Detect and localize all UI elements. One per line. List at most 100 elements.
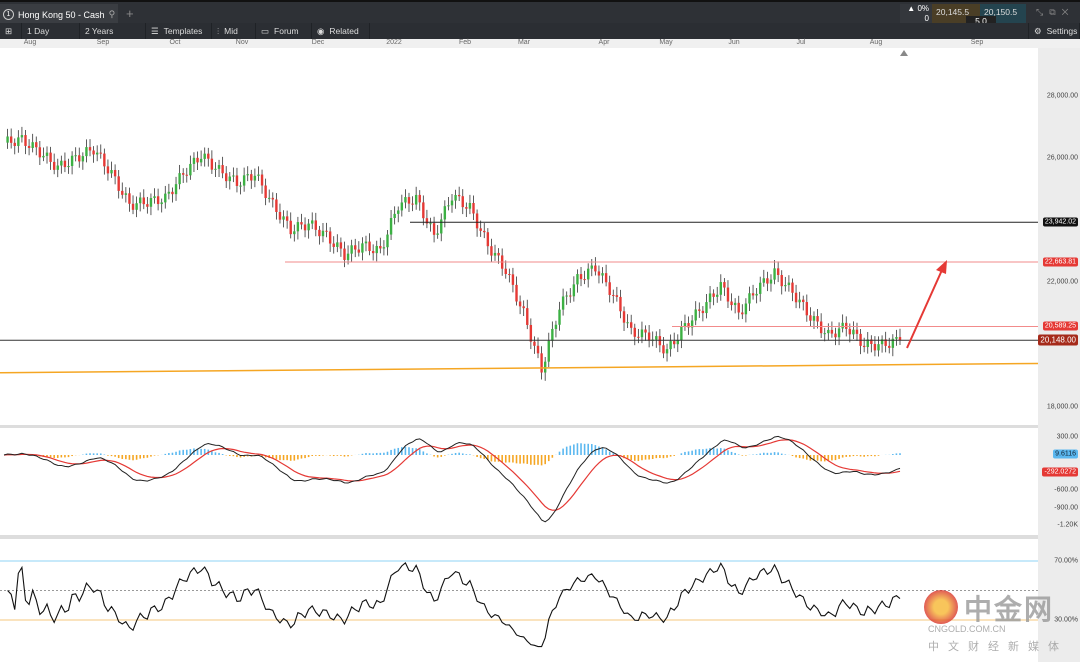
price-axis[interactable] bbox=[1038, 48, 1080, 662]
macd-histogram-bar bbox=[426, 453, 428, 455]
related-button[interactable]: ◉ Related bbox=[312, 23, 370, 39]
macd-histogram-bar bbox=[558, 451, 561, 455]
rsi-line bbox=[7, 562, 901, 648]
macd-histogram-bar bbox=[648, 455, 650, 460]
macd-histogram-bar bbox=[92, 453, 95, 455]
price-type-button[interactable]: ⫶ Mid bbox=[212, 23, 256, 39]
candle-body bbox=[393, 213, 396, 219]
macd-histogram-bar bbox=[791, 455, 794, 457]
candle-body bbox=[486, 232, 490, 247]
candle-body bbox=[612, 294, 615, 296]
date-tick: Sep bbox=[970, 39, 984, 46]
candle-body bbox=[171, 191, 174, 195]
candle-body bbox=[698, 309, 701, 311]
macd-histogram-bar bbox=[53, 455, 55, 458]
candle-body bbox=[293, 231, 296, 235]
templates-button[interactable]: ☰ Templates bbox=[146, 23, 212, 39]
candle-body bbox=[730, 301, 733, 306]
macd-histogram-bar bbox=[895, 453, 898, 455]
chart-toolbar: ⊞ 1 Day 2 Years ☰ Templates ⫶ Mid ▭ Forum ◉… bbox=[0, 23, 1080, 39]
candle-body bbox=[454, 194, 457, 201]
interval-select[interactable]: 1 Day bbox=[22, 23, 80, 39]
macd-histogram-bar bbox=[479, 455, 482, 459]
macd-histogram-bar bbox=[702, 449, 704, 455]
candle-body bbox=[540, 353, 543, 373]
candle-body bbox=[379, 245, 382, 249]
macd-value-tag: -292.0272 bbox=[1042, 467, 1078, 477]
macd-histogram-bar bbox=[85, 453, 88, 455]
macd-histogram-bar bbox=[114, 455, 116, 457]
candle-body bbox=[52, 161, 56, 170]
macd-histogram-bar bbox=[329, 455, 331, 456]
candle-body bbox=[565, 295, 568, 297]
macd-histogram-bar bbox=[813, 455, 815, 461]
macd-histogram-bar bbox=[659, 455, 661, 458]
macd-histogram-bar bbox=[454, 452, 457, 455]
macd-histogram-bar bbox=[436, 455, 439, 458]
macd-histogram-bar bbox=[834, 455, 837, 461]
candle-body bbox=[422, 202, 425, 219]
macd-histogram-bar bbox=[228, 455, 231, 456]
forum-button[interactable]: ▭ Forum bbox=[256, 23, 312, 39]
price-level-tag: 22,663.81 bbox=[1042, 257, 1078, 267]
candle-body bbox=[447, 205, 450, 207]
macd-histogram-bar bbox=[185, 449, 188, 455]
candle-body bbox=[182, 173, 185, 175]
macd-histogram-bar bbox=[211, 451, 213, 455]
macd-histogram-bar bbox=[780, 453, 783, 455]
macd-histogram-bar bbox=[863, 455, 865, 457]
macd-histogram-bar bbox=[315, 455, 317, 456]
candle-body bbox=[17, 137, 20, 146]
candle-body bbox=[88, 147, 92, 151]
macd-histogram-bar bbox=[551, 455, 554, 458]
candle-body bbox=[884, 339, 887, 346]
macd-histogram-bar bbox=[605, 449, 607, 455]
macd-histogram-bar bbox=[580, 443, 582, 455]
candle-body bbox=[164, 193, 167, 203]
date-tick: Feb bbox=[458, 39, 472, 46]
spread: 5.0 bbox=[966, 16, 996, 26]
search-icon[interactable]: ⚲ bbox=[108, 9, 116, 19]
macd-histogram-bar bbox=[519, 455, 521, 464]
macd-histogram-bar bbox=[874, 455, 876, 457]
candle-body bbox=[687, 323, 690, 328]
candle-body bbox=[113, 169, 117, 177]
candle-body bbox=[185, 174, 188, 176]
candle-body bbox=[85, 147, 88, 157]
candle-body bbox=[483, 230, 486, 233]
range-select[interactable]: 2 Years bbox=[80, 23, 146, 39]
chat-icon: ▭ bbox=[261, 26, 270, 36]
macd-histogram-bar bbox=[537, 455, 539, 465]
candle-body bbox=[895, 337, 898, 339]
macd-histogram-bar bbox=[734, 452, 736, 455]
minimize-icon[interactable]: ⤡ bbox=[1036, 7, 1050, 17]
candle-body bbox=[257, 174, 260, 176]
add-tab-icon[interactable]: + bbox=[126, 6, 134, 21]
macd-histogram-bar bbox=[777, 452, 779, 455]
candle-body bbox=[558, 309, 561, 325]
macd-histogram-bar bbox=[723, 448, 726, 455]
candle-body bbox=[196, 157, 199, 163]
candle-body bbox=[436, 233, 439, 235]
candle-body bbox=[852, 329, 855, 335]
candle-body bbox=[232, 175, 235, 177]
macd-histogram-bar bbox=[372, 453, 374, 455]
close-icon[interactable]: ✕ bbox=[1061, 7, 1075, 17]
candle-body bbox=[773, 268, 776, 280]
candle-body bbox=[866, 339, 869, 348]
macd-tick: -1.20K bbox=[1057, 521, 1078, 529]
macd-histogram-bar bbox=[200, 448, 202, 455]
gear-icon: ⚙ bbox=[1034, 26, 1042, 36]
candle-body bbox=[615, 295, 619, 297]
candle-body bbox=[465, 207, 468, 209]
layout-icon[interactable]: ⊞ bbox=[0, 23, 22, 39]
popout-icon[interactable]: ⧉ bbox=[1049, 7, 1062, 17]
candle-body bbox=[264, 185, 267, 199]
window-controls[interactable]: ⤡⧉✕ bbox=[1036, 7, 1075, 18]
macd-histogram-bar bbox=[375, 452, 378, 455]
macd-histogram-bar bbox=[802, 455, 805, 459]
instrument-tab[interactable]: 1 Hong Kong 50 - Cash ⚲ bbox=[0, 4, 118, 25]
macd-histogram-bar bbox=[164, 453, 167, 455]
macd-histogram-bar bbox=[117, 455, 120, 459]
